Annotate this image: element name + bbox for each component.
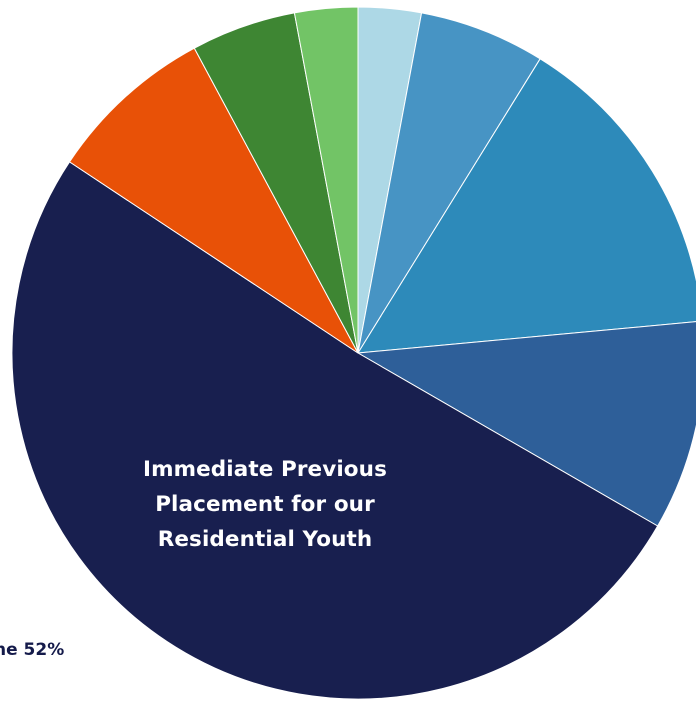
pie-slices <box>11 6 696 700</box>
chart-title: Immediate Previous Placement for our Res… <box>40 452 490 557</box>
chart-title-line-3: Residential Youth <box>157 527 373 552</box>
chart-title-line-1: Immediate Previous <box>142 457 387 482</box>
chart-title-line-2: Placement for our <box>155 492 375 517</box>
pie-slice-3 <box>357 58 696 354</box>
pie-slice-2 <box>357 12 541 354</box>
pie-slice-8 <box>293 6 359 354</box>
slice-data-label: ne 52% <box>0 640 65 660</box>
pie-slice-6 <box>69 47 359 354</box>
pie-slice-5 <box>11 161 659 700</box>
